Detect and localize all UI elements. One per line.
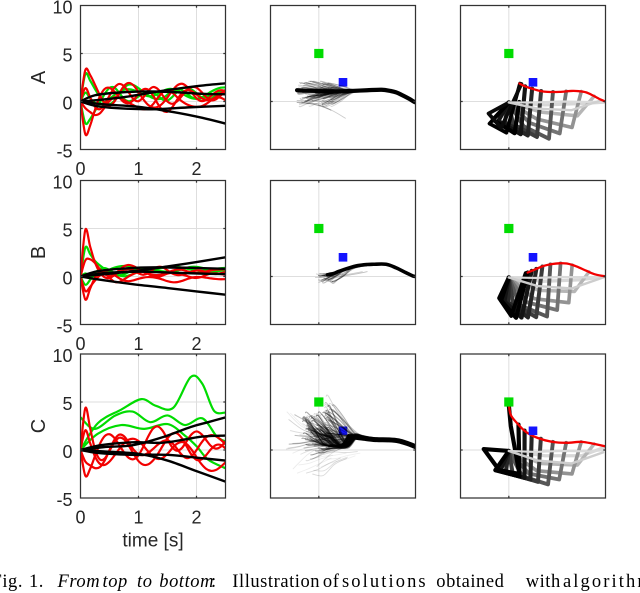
svg-text:time [s]: time [s] xyxy=(122,531,183,552)
svg-text:10: 10 xyxy=(52,0,72,17)
svg-text:2: 2 xyxy=(191,334,201,354)
svg-text:0: 0 xyxy=(75,159,85,179)
svg-text:-5: -5 xyxy=(56,490,72,510)
svg-text:5: 5 xyxy=(62,394,72,414)
svg-text:10: 10 xyxy=(52,172,72,192)
svg-text:B: B xyxy=(28,246,50,259)
svg-text:5: 5 xyxy=(62,45,72,65)
svg-text:1: 1 xyxy=(133,159,143,179)
svg-text:0: 0 xyxy=(62,442,72,462)
svg-text:10: 10 xyxy=(52,346,72,366)
svg-text:0: 0 xyxy=(75,507,85,527)
svg-text:C: C xyxy=(28,419,50,433)
svg-text:0: 0 xyxy=(62,93,72,113)
svg-text:5: 5 xyxy=(62,220,72,240)
svg-text:-5: -5 xyxy=(56,316,72,336)
svg-text:A: A xyxy=(28,70,50,84)
svg-text:2: 2 xyxy=(191,507,201,527)
svg-text:1: 1 xyxy=(133,507,143,527)
svg-text:0: 0 xyxy=(75,334,85,354)
svg-text:2: 2 xyxy=(191,159,201,179)
svg-text:-5: -5 xyxy=(56,141,72,161)
svg-text:1: 1 xyxy=(133,334,143,354)
svg-text:0: 0 xyxy=(62,268,72,288)
